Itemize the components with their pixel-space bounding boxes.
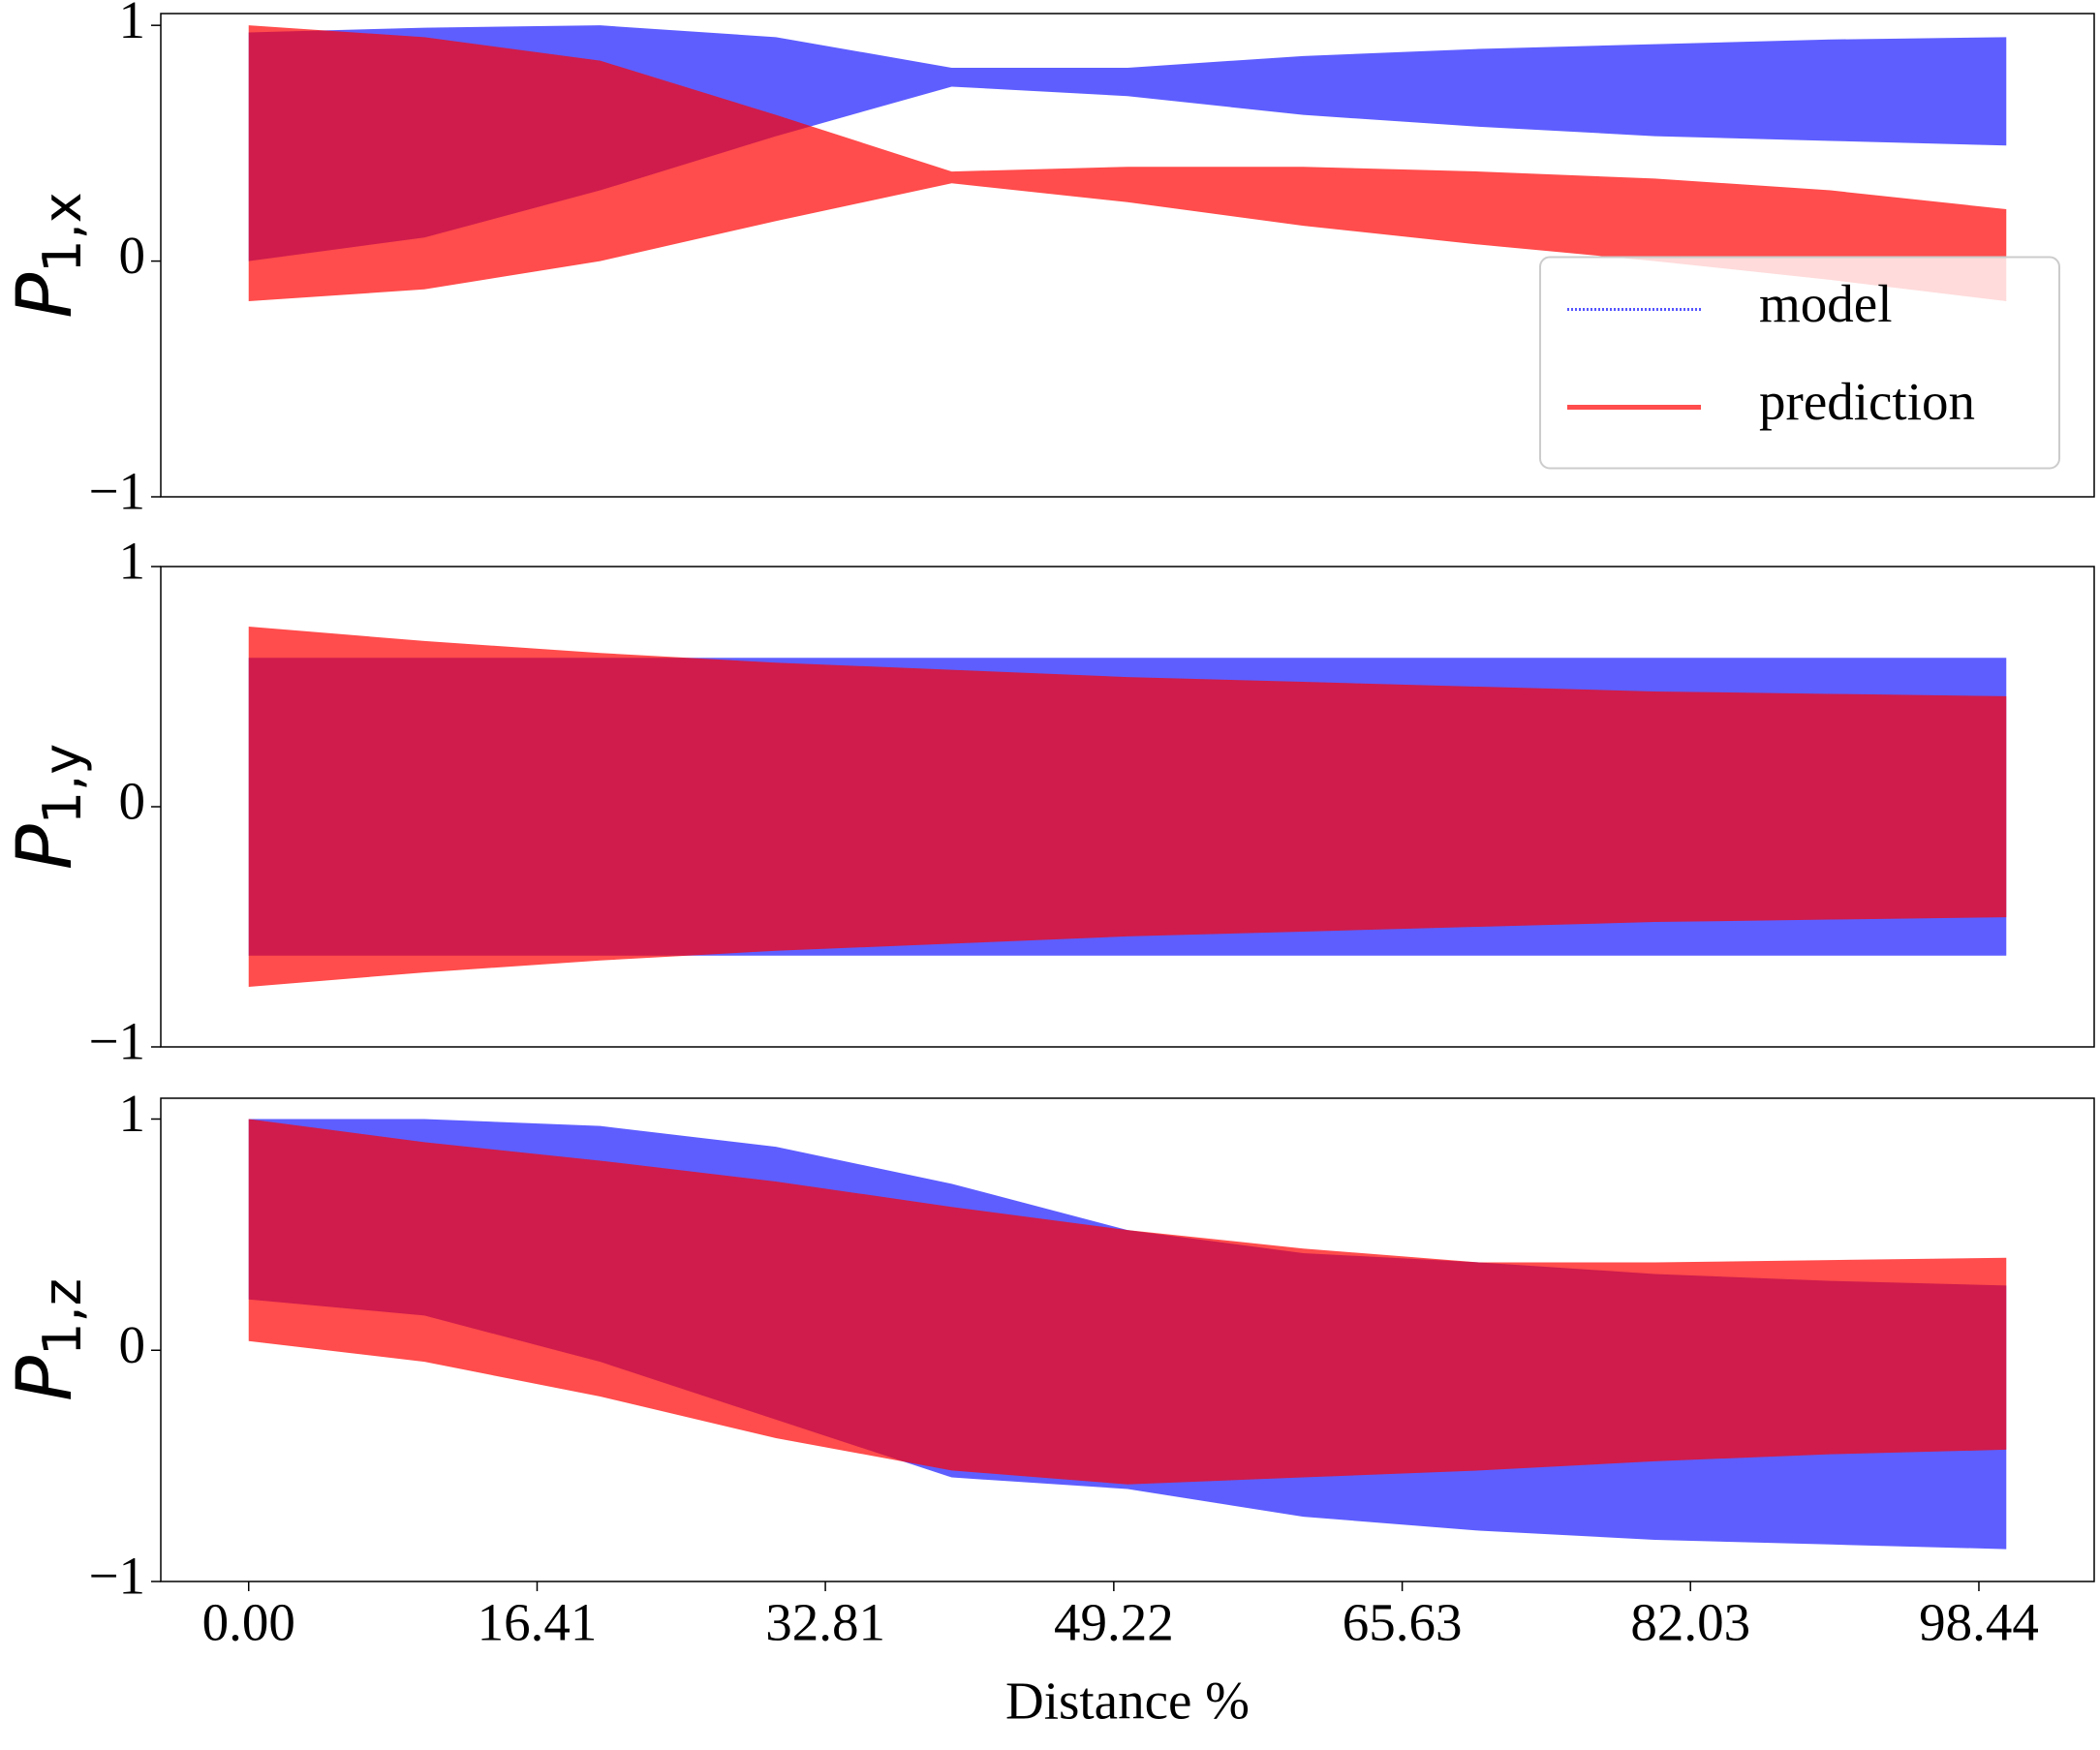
axes-frame xyxy=(160,13,2095,498)
y-tick-label: 0 xyxy=(119,772,146,831)
x-tick-label: 65.63 xyxy=(1343,1593,1463,1652)
prediction-band xyxy=(248,1119,2007,1485)
y-tick-label: 1 xyxy=(119,0,146,49)
legend-label: model xyxy=(1759,274,1892,333)
y-tick-label: −1 xyxy=(88,462,145,521)
legend-label: prediction xyxy=(1759,372,1975,431)
plot-area xyxy=(248,627,2007,987)
prediction-band xyxy=(248,627,2007,987)
axes-frame xyxy=(160,1097,2095,1582)
y-axis-label: P1,x xyxy=(2,192,92,319)
y-label-subscript: 1,y xyxy=(32,744,93,824)
y-label-subscript: 1,z xyxy=(32,1278,93,1356)
y-tick-label: −1 xyxy=(88,1012,145,1071)
y-label-symbol: P xyxy=(2,1356,89,1401)
model-band xyxy=(248,25,2007,261)
x-tick-label: 98.44 xyxy=(1919,1593,2039,1652)
x-tick-label: 82.03 xyxy=(1630,1593,1750,1652)
x-tick-label: 49.22 xyxy=(1054,1593,1174,1652)
plot-area xyxy=(248,1119,2007,1550)
y-label-symbol: P xyxy=(2,273,89,319)
y-axis-label: P1,z xyxy=(2,1278,92,1401)
y-tick-label: 1 xyxy=(119,1084,146,1143)
x-tick-label: 16.41 xyxy=(478,1593,598,1652)
y-tick-label: −1 xyxy=(88,1547,145,1606)
y-axis-label: P1,y xyxy=(2,744,92,871)
x-tick-label: 0.00 xyxy=(202,1593,295,1652)
y-tick-label: 0 xyxy=(119,226,146,285)
plot-area xyxy=(248,25,2007,301)
x-axis-label: Distance % xyxy=(1005,1672,1250,1731)
y-tick-label: 1 xyxy=(119,532,146,591)
x-tick-label: 32.81 xyxy=(765,1593,885,1652)
prediction-band xyxy=(248,25,2007,301)
y-tick-label: 0 xyxy=(119,1315,146,1374)
y-label-symbol: P xyxy=(2,824,89,870)
y-label-subscript: 1,x xyxy=(32,192,93,272)
